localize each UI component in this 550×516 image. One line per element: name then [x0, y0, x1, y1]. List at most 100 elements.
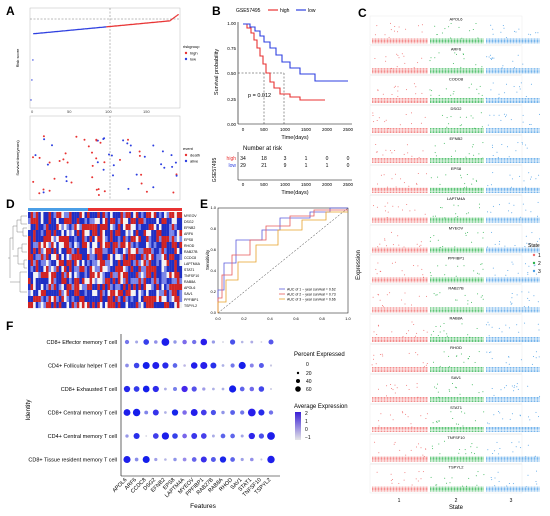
strip-point — [498, 114, 500, 116]
heatmap-cell — [125, 236, 129, 243]
heatmap-cell — [115, 242, 118, 249]
heatmap-cell — [74, 260, 77, 267]
heatmap-cell — [179, 230, 183, 237]
strip-point — [438, 94, 440, 96]
panel-c: Expression APOL6ARF6CODO8DSG2EFNB2EPS8LA… — [356, 15, 541, 511]
heatmap-cell — [63, 290, 67, 297]
heatmap-cell — [84, 230, 88, 237]
strip-point — [492, 205, 494, 207]
heatmap-cell — [179, 254, 183, 261]
strip-point — [467, 232, 469, 233]
heatmap-cell — [176, 302, 180, 309]
heatmap-cell — [151, 260, 154, 267]
strip-point — [529, 419, 531, 421]
dot — [183, 364, 186, 367]
strip-point — [498, 481, 500, 482]
strip-point — [516, 386, 518, 388]
dot — [182, 339, 187, 345]
strip-point — [380, 271, 382, 272]
heatmap-cell — [151, 278, 154, 285]
strip-point — [481, 94, 483, 96]
strip-point — [502, 25, 504, 26]
roc-ytick: 1.0 — [210, 205, 216, 210]
heatmap-cell — [40, 260, 44, 267]
heatmap-cell — [71, 212, 75, 219]
strip-point — [461, 485, 463, 487]
strip-point — [452, 418, 454, 419]
strip-point — [464, 412, 466, 414]
heatmap-cell — [128, 224, 131, 231]
dot — [171, 409, 179, 416]
heatmap-cell — [164, 254, 167, 261]
strip-point — [464, 183, 466, 185]
strip-point — [492, 146, 493, 148]
heatmap-cell — [143, 248, 147, 255]
strip-point — [514, 385, 516, 387]
dot — [221, 410, 225, 415]
heatmap-cell — [125, 302, 129, 309]
strip-point — [435, 294, 437, 296]
strip-point — [386, 186, 388, 188]
strip-point — [535, 411, 537, 413]
heatmap-cell — [28, 230, 31, 237]
strip-point — [424, 213, 426, 215]
event-legend-title: event — [183, 146, 194, 151]
heatmap-cell — [102, 224, 106, 231]
strip-point — [454, 386, 456, 388]
strip-point — [500, 389, 502, 391]
roc-xtick: 0.0 — [215, 316, 221, 321]
strip-point — [440, 325, 441, 327]
strip-point — [510, 186, 512, 188]
heatmap-cell — [92, 284, 95, 291]
strip-point — [386, 385, 388, 387]
heatmap-cell — [66, 218, 70, 225]
strip-point — [399, 124, 401, 126]
strip-point — [443, 142, 445, 144]
strip-point — [417, 173, 419, 174]
strip-point — [527, 385, 529, 387]
heatmap-cell — [99, 266, 103, 273]
heatmap-cell — [158, 230, 162, 237]
strip-point — [475, 64, 477, 66]
heatmap-cell — [153, 248, 157, 255]
heatmap-cell — [61, 260, 65, 267]
strip-point — [394, 392, 396, 394]
heatmap-cell — [56, 230, 59, 237]
strip-point — [442, 246, 444, 247]
heatmap-cell — [35, 230, 39, 237]
heatmap-cell — [92, 296, 95, 303]
dot — [133, 362, 140, 369]
heatmap-cell — [48, 212, 52, 219]
heatmap-cell — [66, 212, 70, 219]
dot — [250, 457, 254, 462]
strip-point — [460, 66, 462, 68]
heatmap-cell — [169, 248, 172, 255]
dot — [163, 387, 167, 391]
strip-point — [430, 57, 432, 59]
strip-point — [426, 413, 428, 415]
strip-point — [377, 324, 379, 326]
strip-point — [394, 261, 396, 263]
dot — [182, 457, 187, 462]
heatmap-cell — [161, 224, 165, 231]
strip-point — [404, 62, 406, 64]
strip-point — [391, 388, 393, 389]
heatmap-cell — [53, 290, 57, 297]
heatmap-cell — [53, 260, 57, 267]
dot — [173, 340, 177, 344]
heatmap-cell — [130, 212, 134, 219]
heatmap-cell — [94, 266, 98, 273]
heatmap-cell — [33, 236, 36, 243]
strip-point — [397, 96, 399, 97]
strip-point — [522, 114, 524, 116]
heatmap-cell — [161, 242, 165, 249]
dot — [249, 386, 255, 392]
strip-point — [471, 301, 472, 303]
strip-point — [443, 323, 445, 324]
dot — [152, 433, 159, 439]
heatmap-cell — [45, 260, 49, 267]
pct-legend-40: 40 — [306, 379, 312, 385]
heatmap-cell — [158, 212, 162, 219]
heatmap-cell — [115, 230, 118, 237]
heatmap-cell — [43, 290, 47, 297]
